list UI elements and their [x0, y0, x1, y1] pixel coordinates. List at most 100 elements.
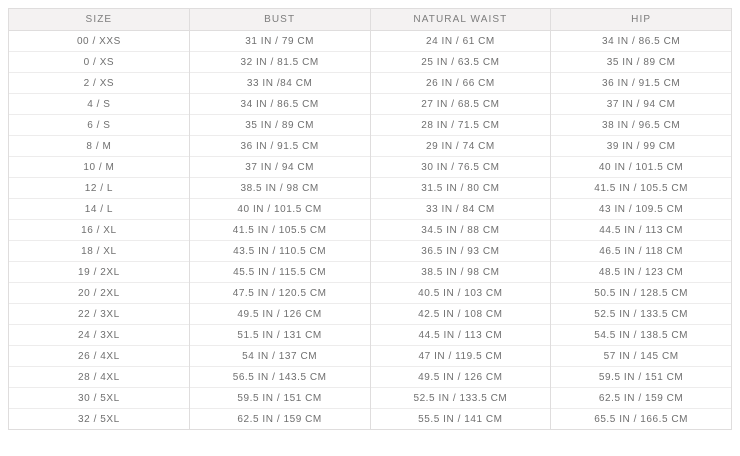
bust-cell: 37 IN / 94 CM	[188, 156, 371, 178]
size-cell: 4 / S	[8, 93, 190, 115]
waist-cell: 36.5 IN / 93 CM	[369, 240, 552, 262]
bust-cell: 31 IN / 79 CM	[188, 30, 371, 52]
waist-cell: 34.5 IN / 88 CM	[369, 219, 552, 241]
waist-cell: 28 IN / 71.5 CM	[369, 114, 552, 136]
size-cell: 19 / 2XL	[8, 261, 190, 283]
bust-cell: 45.5 IN / 115.5 CM	[188, 261, 371, 283]
waist-cell: 33 IN / 84 CM	[369, 198, 552, 220]
table-body: 00 / XXS 31 IN / 79 CM 24 IN / 61 CM 34 IN …	[8, 30, 732, 430]
hip-cell: 41.5 IN / 105.5 CM	[550, 177, 732, 199]
table-row: 20 / 2XL 47.5 IN / 120.5 CM 40.5 IN / 103 …	[8, 282, 732, 304]
waist-cell: 55.5 IN / 141 CM	[369, 408, 552, 430]
hip-cell: 59.5 IN / 151 CM	[550, 366, 732, 388]
bust-cell: 51.5 IN / 131 CM	[188, 324, 371, 346]
table-row: 0 / XS 32 IN / 81.5 CM 25 IN / 63.5 CM 35 I…	[8, 51, 732, 73]
waist-cell: 25 IN / 63.5 CM	[369, 51, 552, 73]
table-row: 26 / 4XL 54 IN / 137 CM 47 IN / 119.5 CM 57…	[8, 345, 732, 367]
hip-cell: 34 IN / 86.5 CM	[550, 30, 732, 52]
size-cell: 26 / 4XL	[8, 345, 190, 367]
hip-cell: 50.5 IN / 128.5 CM	[550, 282, 732, 304]
bust-cell: 33 IN /84 CM	[188, 72, 371, 94]
table-header: SIZE BUST NATURAL WAIST HIP	[8, 8, 732, 31]
waist-cell: 40.5 IN / 103 CM	[369, 282, 552, 304]
size-chart-table: SIZE BUST NATURAL WAIST HIP 00 / XXS 31 IN /…	[8, 8, 732, 430]
bust-cell: 36 IN / 91.5 CM	[188, 135, 371, 157]
table-row: 10 / M 37 IN / 94 CM 30 IN / 76.5 CM 40 IN …	[8, 156, 732, 178]
header-row: SIZE BUST NATURAL WAIST HIP	[8, 8, 732, 31]
column-header-waist: NATURAL WAIST	[369, 8, 552, 31]
waist-cell: 44.5 IN / 113 CM	[369, 324, 552, 346]
table-row: 19 / 2XL 45.5 IN / 115.5 CM 38.5 IN / 98 C…	[8, 261, 732, 283]
table-row: 14 / L 40 IN / 101.5 CM 33 IN / 84 CM 43 IN…	[8, 198, 732, 220]
waist-cell: 29 IN / 74 CM	[369, 135, 552, 157]
hip-cell: 43 IN / 109.5 CM	[550, 198, 732, 220]
size-cell: 00 / XXS	[8, 30, 190, 52]
table-row: 8 / M 36 IN / 91.5 CM 29 IN / 74 CM 39 IN /…	[8, 135, 732, 157]
table-row: 22 / 3XL 49.5 IN / 126 CM 42.5 IN / 108 CM…	[8, 303, 732, 325]
hip-cell: 62.5 IN / 159 CM	[550, 387, 732, 409]
waist-cell: 42.5 IN / 108 CM	[369, 303, 552, 325]
hip-cell: 54.5 IN / 138.5 CM	[550, 324, 732, 346]
waist-cell: 24 IN / 61 CM	[369, 30, 552, 52]
size-cell: 10 / M	[8, 156, 190, 178]
size-cell: 30 / 5XL	[8, 387, 190, 409]
size-cell: 6 / S	[8, 114, 190, 136]
table-row: 2 / XS 33 IN /84 CM 26 IN / 66 CM 36 IN / 9…	[8, 72, 732, 94]
hip-cell: 39 IN / 99 CM	[550, 135, 732, 157]
bust-cell: 54 IN / 137 CM	[188, 345, 371, 367]
size-cell: 16 / XL	[8, 219, 190, 241]
table-row: 12 / L 38.5 IN / 98 CM 31.5 IN / 80 CM 41.5…	[8, 177, 732, 199]
hip-cell: 57 IN / 145 CM	[550, 345, 732, 367]
hip-cell: 38 IN / 96.5 CM	[550, 114, 732, 136]
hip-cell: 36 IN / 91.5 CM	[550, 72, 732, 94]
bust-cell: 35 IN / 89 CM	[188, 114, 371, 136]
waist-cell: 31.5 IN / 80 CM	[369, 177, 552, 199]
size-cell: 14 / L	[8, 198, 190, 220]
column-header-hip: HIP	[550, 8, 732, 31]
table-row: 4 / S 34 IN / 86.5 CM 27 IN / 68.5 CM 37 IN…	[8, 93, 732, 115]
column-header-bust: BUST	[188, 8, 371, 31]
bust-cell: 41.5 IN / 105.5 CM	[188, 219, 371, 241]
size-cell: 20 / 2XL	[8, 282, 190, 304]
size-cell: 0 / XS	[8, 51, 190, 73]
size-cell: 2 / XS	[8, 72, 190, 94]
hip-cell: 48.5 IN / 123 CM	[550, 261, 732, 283]
hip-cell: 37 IN / 94 CM	[550, 93, 732, 115]
bust-cell: 62.5 IN / 159 CM	[188, 408, 371, 430]
table-row: 30 / 5XL 59.5 IN / 151 CM 52.5 IN / 133.5 …	[8, 387, 732, 409]
waist-cell: 52.5 IN / 133.5 CM	[369, 387, 552, 409]
size-cell: 32 / 5XL	[8, 408, 190, 430]
table-row: 18 / XL 43.5 IN / 110.5 CM 36.5 IN / 93 CM…	[8, 240, 732, 262]
hip-cell: 46.5 IN / 118 CM	[550, 240, 732, 262]
size-chart-page: SIZE BUST NATURAL WAIST HIP 00 / XXS 31 IN /…	[8, 8, 732, 430]
bust-cell: 47.5 IN / 120.5 CM	[188, 282, 371, 304]
bust-cell: 49.5 IN / 126 CM	[188, 303, 371, 325]
table-row: 16 / XL 41.5 IN / 105.5 CM 34.5 IN / 88 CM…	[8, 219, 732, 241]
hip-cell: 44.5 IN / 113 CM	[550, 219, 732, 241]
waist-cell: 47 IN / 119.5 CM	[369, 345, 552, 367]
table-row: 6 / S 35 IN / 89 CM 28 IN / 71.5 CM 38 IN /…	[8, 114, 732, 136]
column-header-size: SIZE	[8, 8, 190, 31]
table-row: 28 / 4XL 56.5 IN / 143.5 CM 49.5 IN / 126 …	[8, 366, 732, 388]
bust-cell: 38.5 IN / 98 CM	[188, 177, 371, 199]
hip-cell: 65.5 IN / 166.5 CM	[550, 408, 732, 430]
bust-cell: 40 IN / 101.5 CM	[188, 198, 371, 220]
hip-cell: 52.5 IN / 133.5 CM	[550, 303, 732, 325]
size-cell: 12 / L	[8, 177, 190, 199]
bust-cell: 56.5 IN / 143.5 CM	[188, 366, 371, 388]
waist-cell: 26 IN / 66 CM	[369, 72, 552, 94]
waist-cell: 30 IN / 76.5 CM	[369, 156, 552, 178]
waist-cell: 27 IN / 68.5 CM	[369, 93, 552, 115]
waist-cell: 49.5 IN / 126 CM	[369, 366, 552, 388]
waist-cell: 38.5 IN / 98 CM	[369, 261, 552, 283]
bust-cell: 32 IN / 81.5 CM	[188, 51, 371, 73]
size-cell: 28 / 4XL	[8, 366, 190, 388]
size-cell: 18 / XL	[8, 240, 190, 262]
bust-cell: 43.5 IN / 110.5 CM	[188, 240, 371, 262]
table-row: 24 / 3XL 51.5 IN / 131 CM 44.5 IN / 113 CM…	[8, 324, 732, 346]
table-row: 32 / 5XL 62.5 IN / 159 CM 55.5 IN / 141 CM…	[8, 408, 732, 430]
size-cell: 22 / 3XL	[8, 303, 190, 325]
size-cell: 8 / M	[8, 135, 190, 157]
table-row: 00 / XXS 31 IN / 79 CM 24 IN / 61 CM 34 IN …	[8, 30, 732, 52]
size-cell: 24 / 3XL	[8, 324, 190, 346]
